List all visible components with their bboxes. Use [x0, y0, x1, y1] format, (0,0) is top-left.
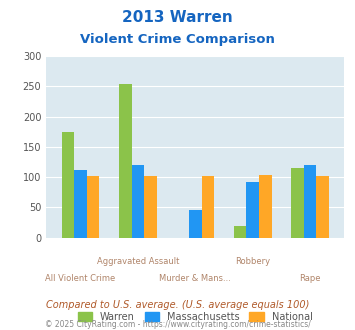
- Legend: Warren, Massachusetts, National: Warren, Massachusetts, National: [74, 308, 317, 326]
- Bar: [259, 175, 272, 238]
- Text: Robbery: Robbery: [235, 257, 270, 266]
- Bar: [189, 211, 202, 238]
- Text: Rape: Rape: [299, 274, 321, 283]
- Text: © 2025 CityRating.com - https://www.cityrating.com/crime-statistics/: © 2025 CityRating.com - https://www.city…: [45, 320, 310, 329]
- Bar: [119, 84, 132, 238]
- Bar: [304, 165, 316, 238]
- Text: Violent Crime Comparison: Violent Crime Comparison: [80, 33, 275, 46]
- Bar: [291, 168, 304, 238]
- Text: All Violent Crime: All Violent Crime: [45, 274, 116, 283]
- Bar: [202, 176, 214, 238]
- Bar: [87, 176, 99, 238]
- Text: Murder & Mans...: Murder & Mans...: [159, 274, 231, 283]
- Bar: [132, 165, 144, 238]
- Bar: [234, 226, 246, 238]
- Bar: [246, 182, 259, 238]
- Text: Aggravated Assault: Aggravated Assault: [97, 257, 179, 266]
- Bar: [316, 176, 329, 238]
- Bar: [62, 132, 74, 238]
- Text: 2013 Warren: 2013 Warren: [122, 10, 233, 25]
- Bar: [144, 176, 157, 238]
- Text: Compared to U.S. average. (U.S. average equals 100): Compared to U.S. average. (U.S. average …: [46, 300, 309, 310]
- Bar: [74, 170, 87, 238]
